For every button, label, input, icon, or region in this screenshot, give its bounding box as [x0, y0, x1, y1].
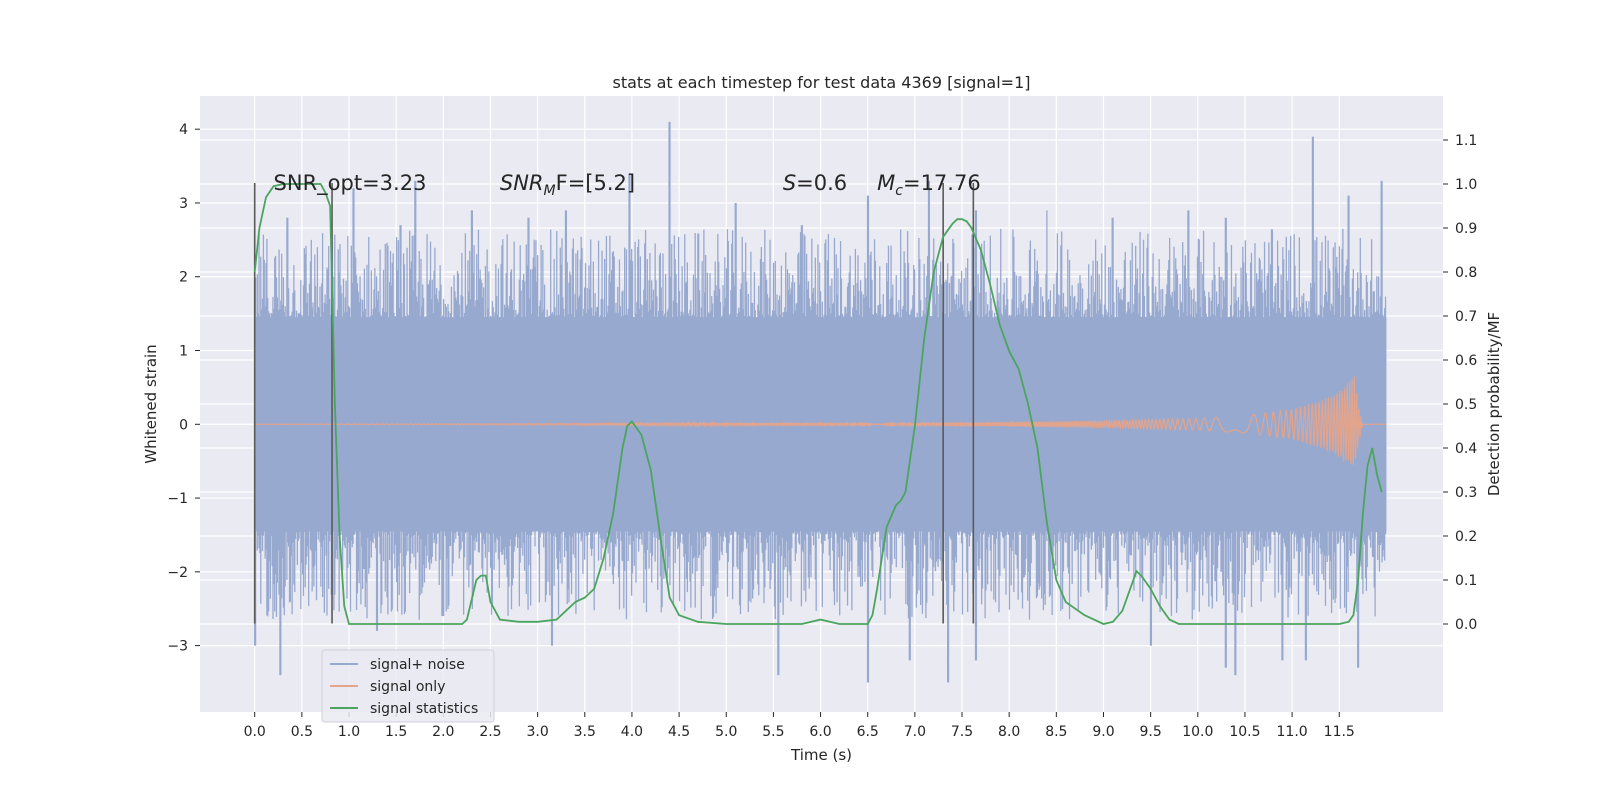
y-axis-label: Whitened strain — [142, 344, 160, 463]
x-tick-label: 3.5 — [574, 724, 596, 740]
legend-box — [321, 649, 495, 723]
marker-lines — [253, 183, 975, 624]
y-tick-label: −2 — [167, 565, 188, 581]
x-tick-label: 8.5 — [1045, 724, 1067, 740]
x-tick-label: 1.5 — [385, 724, 407, 740]
y2-tick-label: 0.3 — [1455, 485, 1477, 501]
y2-tick-label: 0.6 — [1455, 353, 1477, 369]
x-axis-ticks: 0.0 0.5 1.0 1.5 2.0 2.5 3.0 3.5 4.0 4.5 5.0 5.5 6.0 6… — [244, 712, 1355, 740]
y-tick-label: 1 — [179, 344, 188, 360]
x-tick-label: 4.5 — [668, 724, 690, 740]
annotation: SNR_opt=3.23 — [274, 171, 427, 196]
y-tick-label: 3 — [179, 196, 188, 212]
y2-tick-label: 0.2 — [1455, 529, 1477, 545]
y2-tick-label: 0.1 — [1455, 573, 1477, 589]
x-tick-label: 9.0 — [1092, 724, 1114, 740]
signal-only-line — [254, 376, 1387, 465]
x-tick-label: 8.0 — [998, 724, 1020, 740]
x-tick-label: 11.0 — [1277, 724, 1308, 740]
y-tick-label: 2 — [179, 270, 188, 286]
x-tick-label: 2.5 — [479, 724, 501, 740]
x-tick-label: 10.0 — [1182, 724, 1213, 740]
y-tick-label: 4 — [179, 122, 188, 138]
x-tick-label: 6.5 — [857, 724, 879, 740]
legend: signal+ noise signal only signal statistic… — [321, 649, 495, 723]
x-tick-label: 7.5 — [951, 724, 973, 740]
x-tick-label: 0.5 — [291, 724, 313, 740]
x-tick-label: 6.0 — [809, 724, 831, 740]
y-tick-label: 0 — [179, 417, 188, 433]
annotations: SNR_opt=3.23 SNRMF=[5.2] S=0.6 Mc=17.76 — [274, 171, 981, 199]
annotation: Mc=17.76 — [877, 171, 981, 199]
y2-axis-ticks: 0.0 0.1 0.2 0.3 0.4 0.5 0.6 0.7 0.8 0.9 1.0 1.1 — [1443, 133, 1477, 633]
y2-tick-label: 0.4 — [1455, 441, 1477, 457]
y2-tick-label: 0.7 — [1455, 309, 1477, 325]
y2-axis-label: Detection probability/MF — [1485, 312, 1503, 496]
y-tick-label: −1 — [167, 491, 188, 507]
x-tick-label: 7.0 — [904, 724, 926, 740]
legend-label: signal only — [370, 679, 445, 695]
x-tick-label: 5.5 — [762, 724, 784, 740]
x-tick-label: 5.0 — [715, 724, 737, 740]
signal-statistics-line — [253, 183, 1383, 625]
y-axis-ticks: −3 −2 −1 0 1 2 3 4 — [167, 122, 200, 655]
x-tick-label: 2.0 — [432, 724, 454, 740]
x-tick-label: 1.0 — [338, 724, 360, 740]
x-tick-label: 9.5 — [1140, 724, 1162, 740]
legend-label: signal statistics — [370, 701, 478, 717]
annotation: SNRMF=[5.2] — [500, 171, 635, 199]
series-signal-statistics — [253, 183, 1383, 625]
legend-label: signal+ noise — [370, 657, 465, 673]
x-tick-label: 11.5 — [1324, 724, 1355, 740]
x-tick-label: 3.0 — [526, 724, 548, 740]
y-tick-label: −3 — [167, 639, 188, 655]
chart-title: stats at each timestep for test data 436… — [612, 73, 1030, 92]
y2-tick-label: 0.8 — [1455, 265, 1477, 281]
annotation: S=0.6 — [783, 171, 847, 195]
series-signal-only — [254, 376, 1387, 465]
x-tick-label: 10.5 — [1229, 724, 1260, 740]
y2-tick-label: 0.5 — [1455, 397, 1477, 413]
x-tick-label: 4.0 — [621, 724, 643, 740]
x-tick-label: 0.0 — [244, 724, 266, 740]
y2-tick-label: 1.1 — [1455, 133, 1477, 149]
y2-tick-label: 1.0 — [1455, 177, 1477, 193]
y2-tick-label: 0.0 — [1455, 617, 1477, 633]
x-axis-label: Time (s) — [790, 746, 852, 764]
y2-tick-label: 0.9 — [1455, 221, 1477, 237]
